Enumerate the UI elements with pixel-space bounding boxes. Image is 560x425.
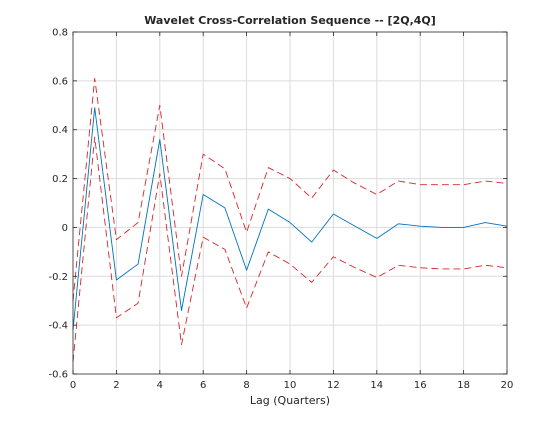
y-tick-label: -0.4: [48, 321, 68, 332]
grid: [73, 32, 507, 374]
series-line-cross-correlation: [72, 107, 508, 331]
ticks: 0 2 4 6 8 10 12 14 16 18 20 -0.6 -0.4 -0.2 0 0.2 0.4 0.6 0…: [48, 28, 513, 392]
x-tick-label: 6: [200, 380, 206, 391]
x-tick-label: 14: [370, 380, 383, 391]
y-tick-label: -0.2: [48, 272, 68, 283]
y-tick-label: 0.2: [52, 174, 68, 185]
y-tick-label: 0.6: [52, 76, 68, 87]
chart-title: Wavelet Cross-Correlation Sequence -- [2…: [144, 14, 436, 27]
x-tick-label: 2: [113, 380, 119, 391]
y-tick-label: 0.4: [52, 125, 68, 136]
x-tick-label: 4: [157, 380, 163, 391]
y-tick-label: 0: [62, 223, 68, 234]
series-layer: [72, 77, 508, 362]
x-tick-label: 18: [457, 380, 470, 391]
series-line-upper-bound: [72, 77, 508, 301]
x-tick-label: 8: [243, 380, 249, 391]
x-axis-label: Lag (Quarters): [250, 394, 330, 407]
y-tick-label: 0.8: [52, 28, 68, 39]
y-tick-label: -0.6: [48, 370, 68, 381]
x-tick-label: 12: [327, 380, 340, 391]
x-tick-label: 10: [284, 380, 297, 391]
x-tick-label: 0: [70, 380, 76, 391]
series-line-lower-bound: [72, 136, 508, 362]
x-tick-label: 20: [501, 380, 514, 391]
x-tick-label: 16: [414, 380, 427, 391]
